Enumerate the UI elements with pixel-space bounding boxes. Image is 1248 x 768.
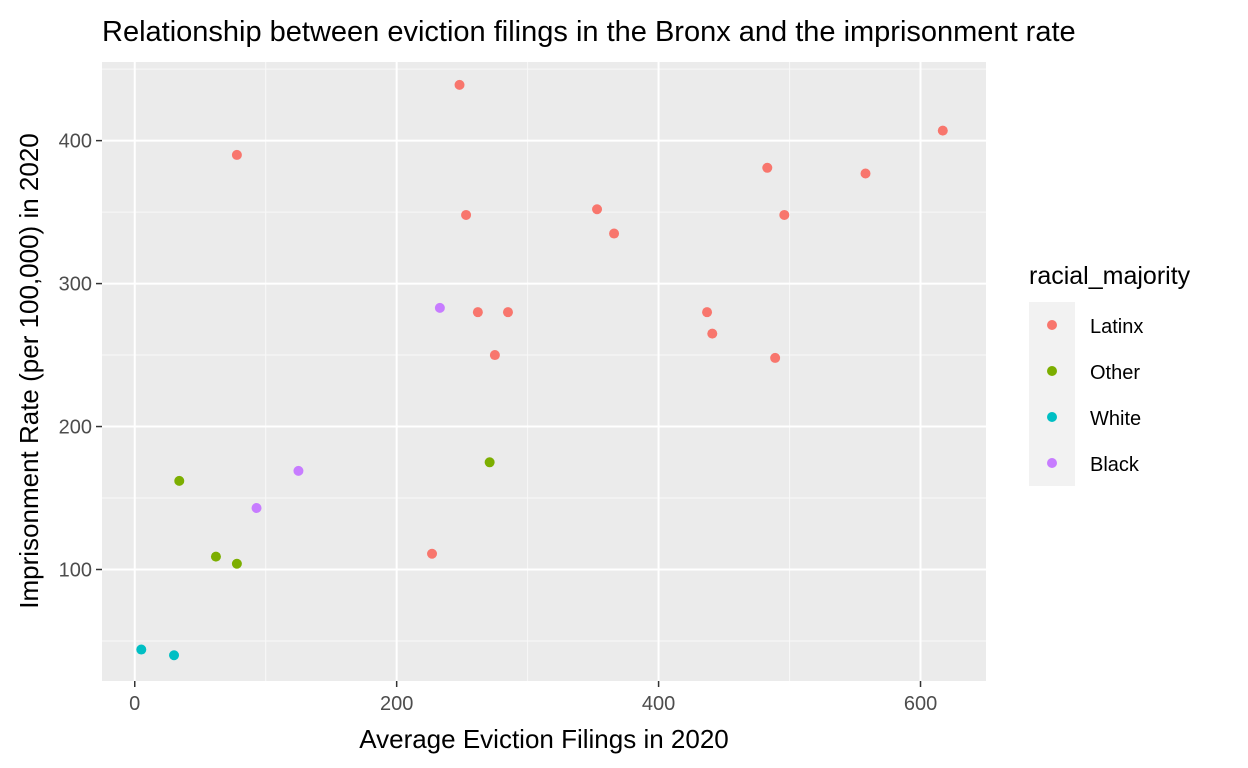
data-point-black [251,503,262,514]
legend-key-background [1029,302,1075,486]
data-point-latinx [702,307,713,318]
data-points [136,79,948,661]
data-point-latinx [454,79,465,90]
data-point-latinx [461,209,472,220]
legend-label-latinx: Latinx [1090,316,1143,338]
major-gridlines [102,62,986,681]
legend: racial_majority Latinx Other White Black [1029,262,1191,486]
y-tick-label: 200 [59,417,92,439]
x-axis-ticks: 0 200 400 600 [129,681,937,715]
x-tick-label: 0 [129,693,140,715]
y-tick-label: 300 [59,274,92,296]
data-point-latinx [502,307,513,318]
data-point-other [484,457,495,468]
legend-label-white: White [1090,408,1141,430]
data-point-latinx [779,209,790,220]
data-point-black [293,465,304,476]
legend-title: racial_majority [1029,262,1191,290]
y-tick-label: 100 [59,559,92,581]
data-point-black [434,302,445,313]
data-point-latinx [231,149,242,160]
data-point-other [231,558,242,569]
data-point-other [174,475,185,486]
data-point-white [169,650,180,661]
data-point-latinx [489,350,500,361]
legend-key-white [1047,412,1057,422]
minor-gridlines [102,62,986,681]
data-point-latinx [860,168,871,179]
data-point-white [136,644,147,655]
data-point-other [210,551,221,562]
data-point-latinx [762,162,773,173]
y-tick-label: 400 [59,131,92,153]
data-point-latinx [609,228,620,239]
x-tick-label: 400 [642,693,675,715]
legend-label-other: Other [1090,362,1140,384]
y-axis-ticks: 100 200 300 400 [59,131,102,581]
data-point-latinx [592,204,603,215]
legend-label-black: Black [1090,454,1140,476]
legend-key-other [1047,366,1057,376]
data-point-latinx [427,548,438,559]
chart-title: Relationship between eviction filings in… [102,16,1076,48]
data-point-latinx [770,352,781,363]
data-point-latinx [937,125,948,136]
legend-key-latinx [1047,320,1057,330]
legend-key-black [1047,458,1057,468]
x-tick-label: 600 [904,693,937,715]
y-axis-title: Imprisonment Rate (per 100,000) in 2020 [14,133,44,609]
data-point-latinx [472,307,483,318]
x-axis-title: Average Eviction Filings in 2020 [359,724,729,754]
x-tick-label: 200 [380,693,413,715]
data-point-latinx [707,328,718,339]
plot-panel [102,62,986,681]
